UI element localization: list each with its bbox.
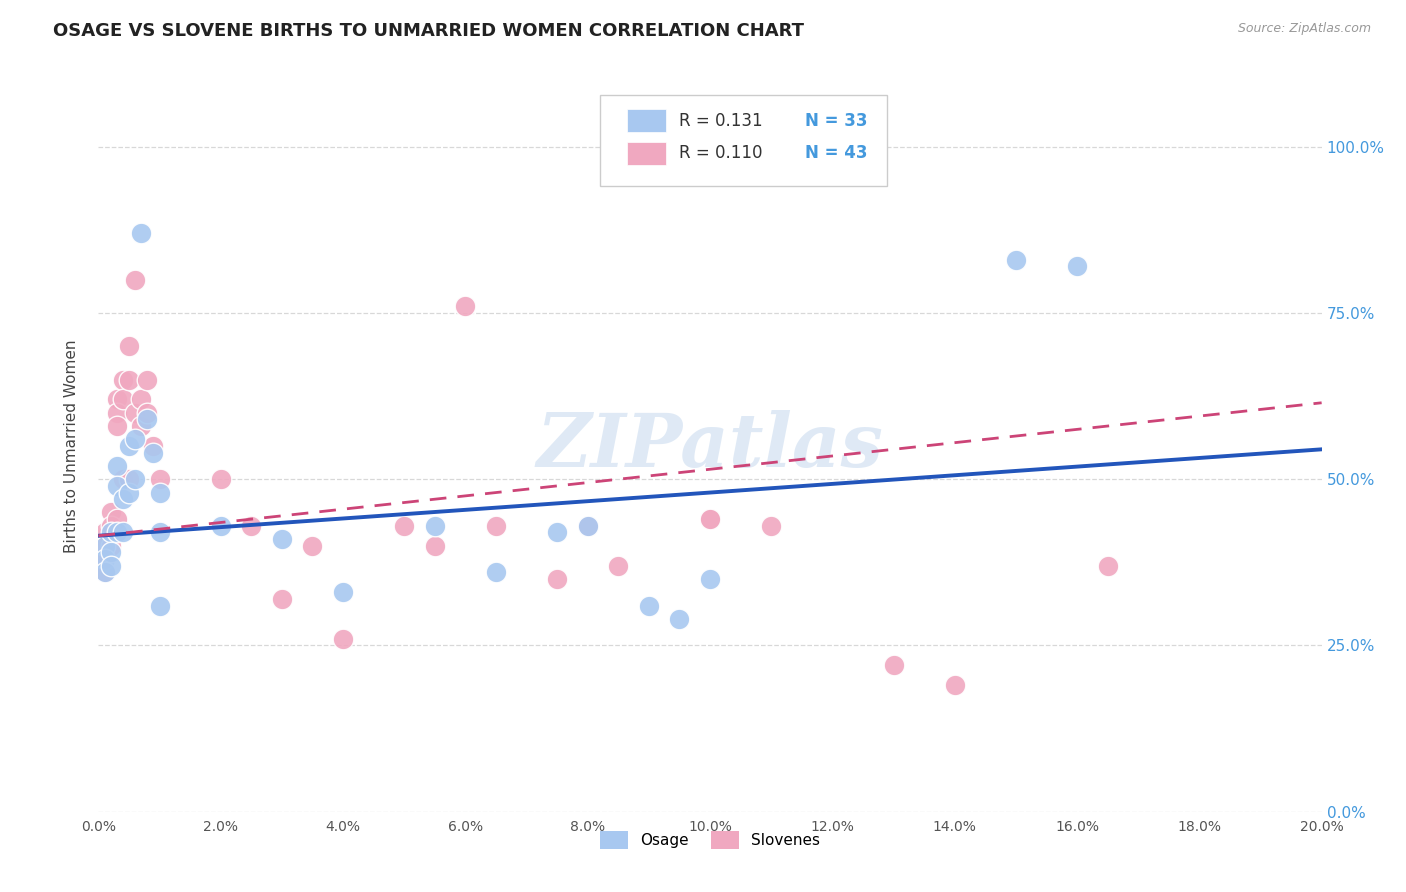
Point — [100, 525, 122, 540]
Point — [699, 572, 721, 586]
Point — [883, 658, 905, 673]
Point — [240, 518, 263, 533]
Point — [576, 518, 599, 533]
Point — [149, 525, 172, 540]
Point — [136, 412, 159, 426]
Point — [111, 525, 134, 540]
Point — [301, 539, 323, 553]
Point — [142, 445, 165, 459]
Point — [124, 472, 146, 486]
Point — [423, 518, 446, 533]
Point — [93, 566, 115, 580]
Point — [124, 273, 146, 287]
Legend: Osage, Slovenes: Osage, Slovenes — [593, 824, 827, 855]
Point — [270, 532, 292, 546]
Point — [668, 612, 690, 626]
Text: R = 0.131: R = 0.131 — [679, 112, 763, 129]
Point — [209, 518, 232, 533]
Text: R = 0.110: R = 0.110 — [679, 145, 763, 162]
Point — [111, 392, 134, 407]
Point — [105, 419, 128, 434]
Point — [136, 406, 159, 420]
Point — [576, 518, 599, 533]
Point — [111, 372, 134, 386]
Point — [93, 552, 115, 566]
Point — [607, 558, 630, 573]
Point — [943, 678, 966, 692]
Point — [392, 518, 416, 533]
Point — [124, 433, 146, 447]
Point — [1066, 260, 1088, 274]
Point — [270, 591, 292, 606]
Point — [136, 372, 159, 386]
Point — [100, 545, 122, 559]
Point — [118, 372, 141, 386]
Point — [637, 599, 661, 613]
Text: Source: ZipAtlas.com: Source: ZipAtlas.com — [1237, 22, 1371, 36]
Point — [105, 458, 128, 473]
FancyBboxPatch shape — [627, 142, 666, 165]
Point — [485, 566, 508, 580]
Point — [332, 585, 354, 599]
Point — [93, 525, 115, 540]
Point — [1004, 252, 1026, 267]
Point — [485, 518, 508, 533]
Point — [149, 599, 172, 613]
Point — [93, 539, 115, 553]
Point — [105, 525, 128, 540]
Point — [149, 472, 172, 486]
Point — [100, 518, 122, 533]
Point — [699, 512, 721, 526]
Point — [149, 485, 172, 500]
Point — [105, 392, 128, 407]
Point — [142, 439, 165, 453]
FancyBboxPatch shape — [627, 109, 666, 132]
Point — [100, 539, 122, 553]
Y-axis label: Births to Unmarried Women: Births to Unmarried Women — [65, 339, 79, 553]
Point — [118, 339, 141, 353]
Point — [699, 512, 721, 526]
Point — [454, 299, 477, 313]
Point — [111, 472, 134, 486]
Point — [111, 492, 134, 507]
Point — [129, 392, 152, 407]
Point — [105, 479, 128, 493]
Point — [118, 439, 141, 453]
Point — [546, 572, 568, 586]
Text: OSAGE VS SLOVENE BIRTHS TO UNMARRIED WOMEN CORRELATION CHART: OSAGE VS SLOVENE BIRTHS TO UNMARRIED WOM… — [53, 22, 804, 40]
Point — [93, 552, 115, 566]
Point — [100, 558, 122, 573]
Text: N = 43: N = 43 — [806, 145, 868, 162]
Point — [105, 406, 128, 420]
Point — [93, 539, 115, 553]
Point — [209, 472, 232, 486]
Point — [1097, 558, 1119, 573]
Text: ZIPatlas: ZIPatlas — [537, 409, 883, 483]
Point — [546, 525, 568, 540]
Point — [759, 518, 782, 533]
Point — [124, 406, 146, 420]
Point — [332, 632, 354, 646]
Point — [118, 485, 141, 500]
Point — [118, 472, 141, 486]
Point — [100, 506, 122, 520]
Point — [105, 512, 128, 526]
Point — [93, 566, 115, 580]
Point — [423, 539, 446, 553]
Text: N = 33: N = 33 — [806, 112, 868, 129]
Point — [129, 226, 152, 240]
FancyBboxPatch shape — [600, 95, 887, 186]
Point — [129, 419, 152, 434]
